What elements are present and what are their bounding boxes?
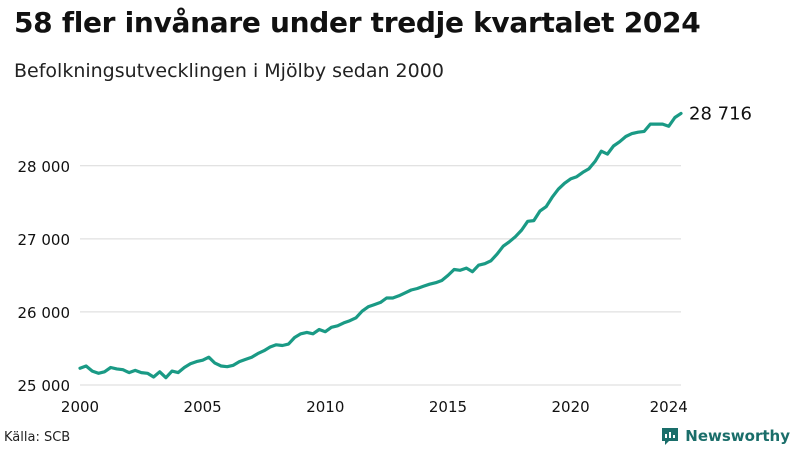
chart-subtitle: Befolkningsutvecklingen i Mjölby sedan 2…	[14, 60, 444, 82]
x-tick-label: 2005	[184, 398, 222, 416]
y-tick-label: 26 000	[18, 304, 71, 322]
y-tick-label: 25 000	[18, 377, 71, 395]
brand-name: Newsworthy	[685, 427, 790, 445]
x-tick-label: 2015	[429, 398, 467, 416]
x-tick-label: 2020	[552, 398, 590, 416]
newsworthy-logo-icon	[662, 428, 679, 445]
x-tick-label: 2000	[61, 398, 99, 416]
brand[interactable]: Newsworthy	[660, 426, 790, 446]
x-axis-ticks: 2000 2005 2010 2015 2020 2024	[61, 398, 688, 416]
source-note: Källa: SCB	[4, 430, 71, 445]
x-tick-label: 2024	[650, 398, 688, 416]
y-tick-label: 28 000	[18, 158, 71, 176]
chart-title: 58 fler invånare under tredje kvartalet …	[14, 6, 701, 39]
x-tick-label: 2010	[306, 398, 344, 416]
end-value-label: 28 716	[689, 103, 752, 124]
population-series-line	[78, 111, 683, 380]
gridlines	[80, 165, 681, 386]
y-tick-label: 27 000	[18, 231, 71, 249]
y-axis-ticks: 25 000 26 000 27 000 28 000	[18, 158, 71, 395]
